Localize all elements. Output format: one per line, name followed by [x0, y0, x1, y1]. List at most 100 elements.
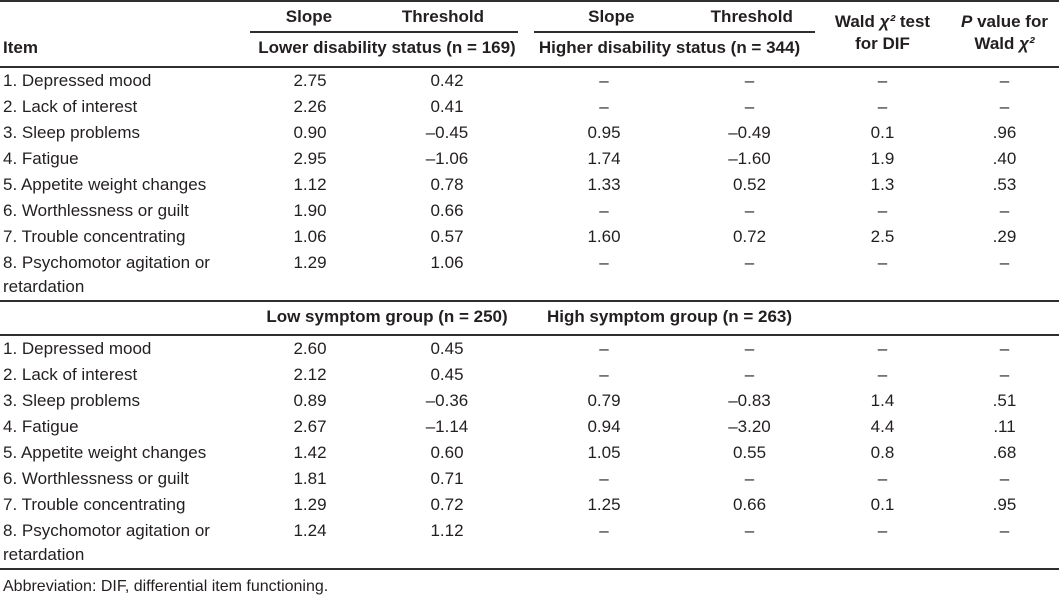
- section2-group1-subtitle: Low symptom group (n = 250): [250, 300, 524, 336]
- cell-p-value: –: [999, 253, 1010, 272]
- cell-p-value: .40: [992, 149, 1017, 168]
- cell-group2-threshold: 0.72: [732, 227, 767, 246]
- column-header-p-value: P value for Wald χ²: [950, 1, 1059, 68]
- cell-wald-chi-square: 4.4: [870, 417, 895, 436]
- cell-group2-slope: –: [599, 365, 609, 384]
- cell-group1-slope: 2.75: [293, 71, 327, 90]
- table-row: 8. Psychomotor agitation or retardation …: [0, 518, 1059, 569]
- table-footnote: Abbreviation: DIF, differential item fun…: [3, 578, 329, 595]
- cell-group2-slope: 1.74: [587, 149, 621, 168]
- group1-threshold-header: Threshold: [401, 7, 485, 26]
- cell-wald-chi-square: 1.3: [870, 175, 895, 194]
- p-header-text: value for: [972, 12, 1048, 31]
- cell-group2-threshold: –: [744, 71, 755, 90]
- column-header-wald-chi-square: Wald χ² test for DIF: [815, 1, 950, 68]
- cell-group2-threshold: 0.55: [732, 443, 767, 462]
- cell-p-value: .95: [992, 495, 1017, 514]
- group1-measure-headers: Slope Threshold: [250, 1, 524, 33]
- cell-p-value: –: [999, 469, 1010, 488]
- cell-group1-threshold: 0.42: [430, 71, 464, 90]
- table-header: Item Slope Threshold Slope Threshold Wal…: [0, 1, 1059, 68]
- cell-group1-threshold: –1.06: [425, 149, 469, 168]
- cell-group1-slope: 1.90: [293, 201, 327, 220]
- cell-wald-chi-square: –: [877, 253, 888, 272]
- cell-group1-slope: 2.67: [293, 417, 327, 436]
- cell-group1-threshold: 0.45: [430, 365, 464, 384]
- cell-group2-slope: 0.79: [587, 391, 621, 410]
- cell-group2-slope: –: [599, 201, 609, 220]
- table-row: 3. Sleep problems 0.90 –0.45 0.95 –0.49 …: [0, 120, 1059, 146]
- cell-group1-threshold: 0.66: [430, 201, 464, 220]
- cell-group1-threshold: 0.71: [430, 469, 464, 488]
- cell-group2-threshold: 0.66: [732, 495, 767, 514]
- cell-p-value: .68: [992, 443, 1017, 462]
- cell-p-value: –: [999, 339, 1010, 358]
- cell-group1-threshold: 0.57: [430, 227, 464, 246]
- table-row: 8. Psychomotor agitation or retardation …: [0, 250, 1059, 301]
- wald-chi-square-symbol: χ²: [879, 12, 896, 31]
- cell-wald-chi-square: 0.1: [870, 495, 895, 514]
- cell-group2-slope: 1.33: [587, 175, 621, 194]
- cell-item: 4. Fatigue: [3, 417, 79, 436]
- cell-group2-threshold: 0.52: [732, 175, 767, 194]
- section2-empty-cell: [950, 300, 1059, 336]
- cell-p-value: .29: [992, 227, 1017, 246]
- cell-group1-slope: 2.95: [293, 149, 327, 168]
- cell-p-value: –: [999, 201, 1010, 220]
- cell-group2-threshold: –: [744, 339, 755, 358]
- cell-item: 8. Psychomotor agitation or retardation: [3, 521, 210, 564]
- cell-item: 1. Depressed mood: [3, 71, 152, 90]
- cell-wald-chi-square: 1.4: [870, 391, 895, 410]
- section2-subtitle-row: Low symptom group (n = 250) High symptom…: [0, 300, 1059, 336]
- group2-measure-headers: Slope Threshold: [524, 1, 815, 33]
- column-header-item: Item: [0, 1, 250, 68]
- cell-group2-threshold: –: [744, 253, 755, 272]
- cell-group2-slope: –: [599, 97, 609, 116]
- p-chi-square-symbol: χ²: [1019, 34, 1035, 53]
- cell-group1-slope: 1.42: [293, 443, 327, 462]
- table-row: 7. Trouble concentrating 1.06 0.57 1.60 …: [0, 224, 1059, 250]
- cell-group1-threshold: –0.36: [425, 391, 469, 410]
- table-row: 4. Fatigue 2.95 –1.06 1.74 –1.60 1.9 .40: [0, 146, 1059, 172]
- cell-item: 6. Worthlessness or guilt: [3, 201, 189, 220]
- cell-item: 1. Depressed mood: [3, 339, 152, 358]
- cell-group2-threshold: –0.83: [728, 391, 771, 410]
- wald-header-text-2: test: [895, 12, 931, 31]
- section2-empty-cell: [0, 300, 250, 336]
- cell-group1-slope: 1.24: [293, 521, 327, 540]
- table-row: 2. Lack of interest 2.26 0.41 – – – –: [0, 94, 1059, 120]
- cell-p-value: .11: [993, 417, 1016, 436]
- cell-group1-threshold: –1.14: [425, 417, 469, 436]
- section2-rows: 1. Depressed mood 2.60 0.45 – – – – 2. L…: [0, 335, 1059, 569]
- cell-item: 8. Psychomotor agitation or retardation: [3, 253, 210, 296]
- wald-header-line2: for DIF: [855, 34, 910, 53]
- p-header-line2: Wald: [974, 34, 1020, 53]
- table-row: 6. Worthlessness or guilt 1.90 0.66 – – …: [0, 198, 1059, 224]
- section1-rows: 1. Depressed mood 2.75 0.42 – – – – 2. L…: [0, 67, 1059, 301]
- cell-group2-slope: 1.05: [587, 443, 621, 462]
- group2-threshold-header: Threshold: [710, 7, 793, 26]
- section2-header: Low symptom group (n = 250) High symptom…: [0, 300, 1059, 336]
- cell-p-value: .53: [992, 175, 1017, 194]
- table-row: 6. Worthlessness or guilt 1.81 0.71 – – …: [0, 466, 1059, 492]
- cell-wald-chi-square: 0.1: [870, 123, 895, 142]
- cell-p-value: –: [999, 365, 1010, 384]
- cell-p-value: –: [999, 97, 1010, 116]
- cell-group1-threshold: 1.06: [430, 253, 464, 272]
- cell-group2-slope: 1.60: [587, 227, 621, 246]
- cell-group1-threshold: 1.12: [430, 521, 464, 540]
- wald-header-text: Wald: [834, 12, 880, 31]
- cell-group1-slope: 0.89: [293, 391, 327, 410]
- cell-group1-threshold: 0.45: [430, 339, 464, 358]
- cell-item: 5. Appetite weight changes: [3, 443, 207, 462]
- table-row: 2. Lack of interest 2.12 0.45 – – – –: [0, 362, 1059, 388]
- cell-wald-chi-square: 2.5: [870, 227, 895, 246]
- cell-group2-slope: –: [599, 71, 609, 90]
- cell-group2-slope: 0.95: [587, 123, 621, 142]
- section2-group2-subtitle: High symptom group (n = 263): [524, 300, 815, 336]
- cell-wald-chi-square: –: [877, 97, 888, 116]
- cell-wald-chi-square: –: [877, 469, 888, 488]
- cell-group2-threshold: –: [744, 201, 755, 220]
- cell-group1-threshold: 0.72: [430, 495, 464, 514]
- cell-group2-slope: –: [599, 253, 609, 272]
